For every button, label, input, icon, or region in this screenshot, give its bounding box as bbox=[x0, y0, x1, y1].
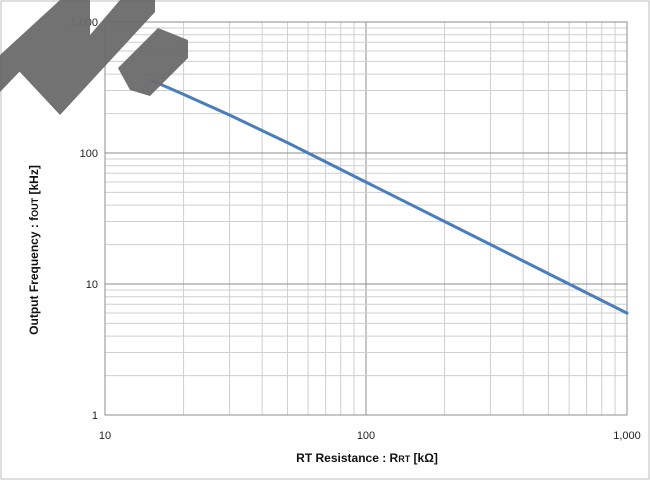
x-axis-title-sub: RT bbox=[398, 454, 410, 464]
plot-area-border bbox=[104, 21, 628, 416]
y-tick-label: 10 bbox=[86, 279, 98, 291]
y-axis-title-main: Output Frequency : f bbox=[27, 216, 41, 335]
y-tick-label: 1 bbox=[92, 410, 98, 422]
watermark-stroke-e bbox=[118, 28, 188, 96]
x-axis-title-main: RT Resistance : R bbox=[296, 451, 398, 465]
watermark-stroke-n bbox=[0, 0, 155, 115]
y-axis-title-suffix: [kHz] bbox=[27, 165, 41, 198]
x-tick-label: 10 bbox=[99, 430, 111, 442]
y-tick-label: 100 bbox=[80, 148, 98, 160]
x-tick-label: 100 bbox=[357, 430, 375, 442]
x-axis-title: RT Resistance : RRT [kΩ] bbox=[296, 451, 438, 465]
series-layer bbox=[149, 78, 629, 315]
watermark bbox=[0, 0, 188, 115]
x-axis-title-suffix: [kΩ] bbox=[410, 451, 438, 465]
y-axis-title-sub: OUT bbox=[30, 197, 40, 217]
grid-lines bbox=[104, 22, 627, 416]
y-axis-title: Output Frequency : fOUT [kHz] bbox=[27, 165, 41, 335]
x-tick-label: 1,000 bbox=[613, 430, 641, 442]
series-line bbox=[149, 78, 629, 315]
